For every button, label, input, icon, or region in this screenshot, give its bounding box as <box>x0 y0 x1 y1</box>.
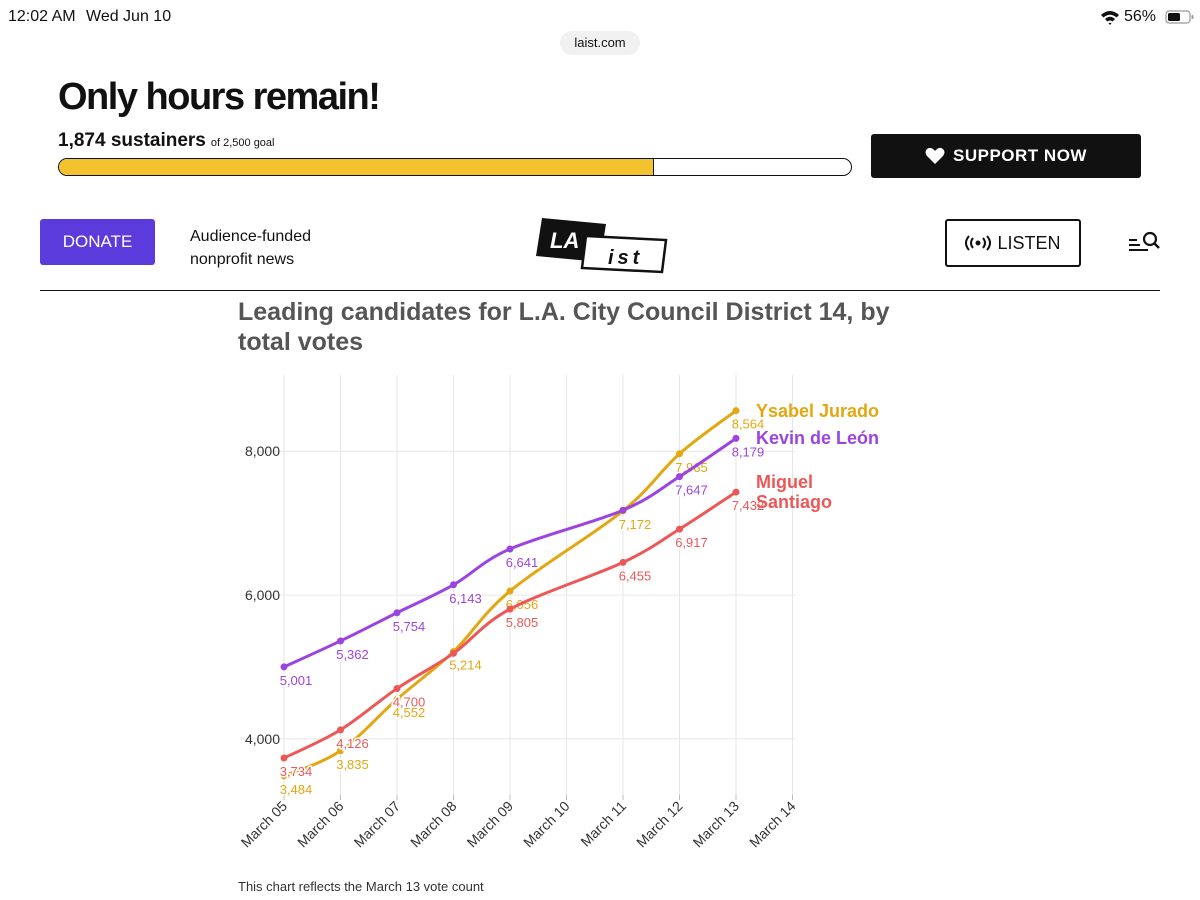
x-tick-label: March 12 <box>633 798 686 851</box>
x-tick-label: March 14 <box>746 798 799 851</box>
data-label: 6,917 <box>675 535 708 550</box>
tagline: Audience-funded nonprofit news <box>190 225 311 271</box>
data-label: 5,214 <box>449 658 482 673</box>
x-tick-label: March 13 <box>690 798 743 851</box>
point <box>732 407 740 415</box>
point <box>676 450 683 458</box>
data-label: 8,179 <box>732 444 765 459</box>
point <box>450 649 457 657</box>
point <box>676 525 683 533</box>
data-label: 7,432 <box>732 498 765 513</box>
x-tick-label: March 10 <box>520 798 573 851</box>
point <box>619 506 627 514</box>
sustainer-count: 1,874 sustainers <box>58 130 206 151</box>
point <box>337 747 344 755</box>
data-label: 5,754 <box>393 619 426 634</box>
series-label: Ysabel Jurado <box>756 400 880 421</box>
logo-la: LA <box>550 228 579 253</box>
url-bar[interactable]: laist.com <box>560 31 640 55</box>
x-tick-label: March 08 <box>407 798 460 851</box>
menu-search-icon[interactable] <box>1128 230 1162 254</box>
data-label: 8,564 <box>732 417 765 432</box>
series-label: Kevin de León <box>756 428 880 449</box>
progress-caption: 1,874 sustainers of 2,500 goal <box>58 130 275 152</box>
data-label: 5,001 <box>280 673 313 688</box>
data-label: 5,805 <box>506 615 539 630</box>
data-label: 5,362 <box>336 647 369 662</box>
point <box>676 473 683 481</box>
data-label: 4,552 <box>393 705 426 720</box>
divider <box>40 290 1160 291</box>
listen-button[interactable]: LISTEN <box>945 219 1081 267</box>
donate-button[interactable]: DONATE <box>40 219 155 265</box>
battery-icon <box>1165 10 1194 24</box>
wifi-icon <box>1101 11 1119 25</box>
point <box>393 695 401 703</box>
listen-label: LISTEN <box>997 232 1061 253</box>
data-label: 6,143 <box>449 591 482 606</box>
support-label: SUPPORT NOW <box>953 146 1087 165</box>
chart-title: Leading candidates for L.A. City Council… <box>238 298 890 356</box>
point <box>280 772 288 780</box>
headline: Only hours remain! <box>58 76 381 118</box>
x-tick-label: March 11 <box>577 798 629 850</box>
point <box>619 558 627 566</box>
battery-percent: 56% <box>1124 8 1157 25</box>
point <box>337 637 344 645</box>
y-tick-label: 8,000 <box>245 443 280 459</box>
point <box>393 685 401 693</box>
point <box>506 587 514 595</box>
data-label: 3,484 <box>280 782 313 797</box>
y-tick-label: 4,000 <box>245 731 280 747</box>
point <box>732 434 740 442</box>
tagline-line: Audience-funded <box>190 228 311 245</box>
data-label: 6,641 <box>506 555 539 570</box>
y-tick-label: 6,000 <box>245 587 280 603</box>
support-button[interactable]: SUPPORT NOW <box>871 134 1141 178</box>
data-label: 4,700 <box>393 695 426 710</box>
x-tick-label: March 07 <box>351 798 404 851</box>
data-label: 6,455 <box>619 568 652 583</box>
data-label: 3,835 <box>336 757 369 772</box>
series-label: Miguel Santiago <box>756 472 833 513</box>
data-label: 7,647 <box>675 483 708 498</box>
x-tick-label: March 06 <box>294 798 347 851</box>
x-tick-label: March 09 <box>464 798 517 851</box>
series-line <box>283 437 737 669</box>
point <box>337 726 344 734</box>
logo[interactable]: LA ist <box>530 214 670 276</box>
broadcast-icon <box>965 235 992 251</box>
point <box>450 581 457 589</box>
data-label: 4,126 <box>336 736 369 751</box>
point <box>732 488 740 496</box>
progress-fill <box>59 159 654 175</box>
data-label: 7,172 <box>619 517 652 532</box>
point <box>506 545 514 553</box>
series-line <box>283 409 737 778</box>
series-line <box>283 490 737 760</box>
point <box>280 754 288 762</box>
time: 12:02 AM <box>8 8 76 25</box>
chart-note: This chart reflects the March 13 vote co… <box>238 879 484 894</box>
point <box>506 605 514 613</box>
point <box>393 609 401 617</box>
point <box>280 663 288 671</box>
logo-ist: ist <box>608 247 643 269</box>
x-tick-label: March 05 <box>238 798 291 851</box>
heart-icon <box>925 147 945 164</box>
goal: of 2,500 goal <box>210 137 275 149</box>
data-label: 3,734 <box>280 764 313 779</box>
date: Wed Jun 10 <box>86 8 172 25</box>
tagline-line: nonprofit news <box>190 251 295 268</box>
progress-bar <box>58 158 852 176</box>
